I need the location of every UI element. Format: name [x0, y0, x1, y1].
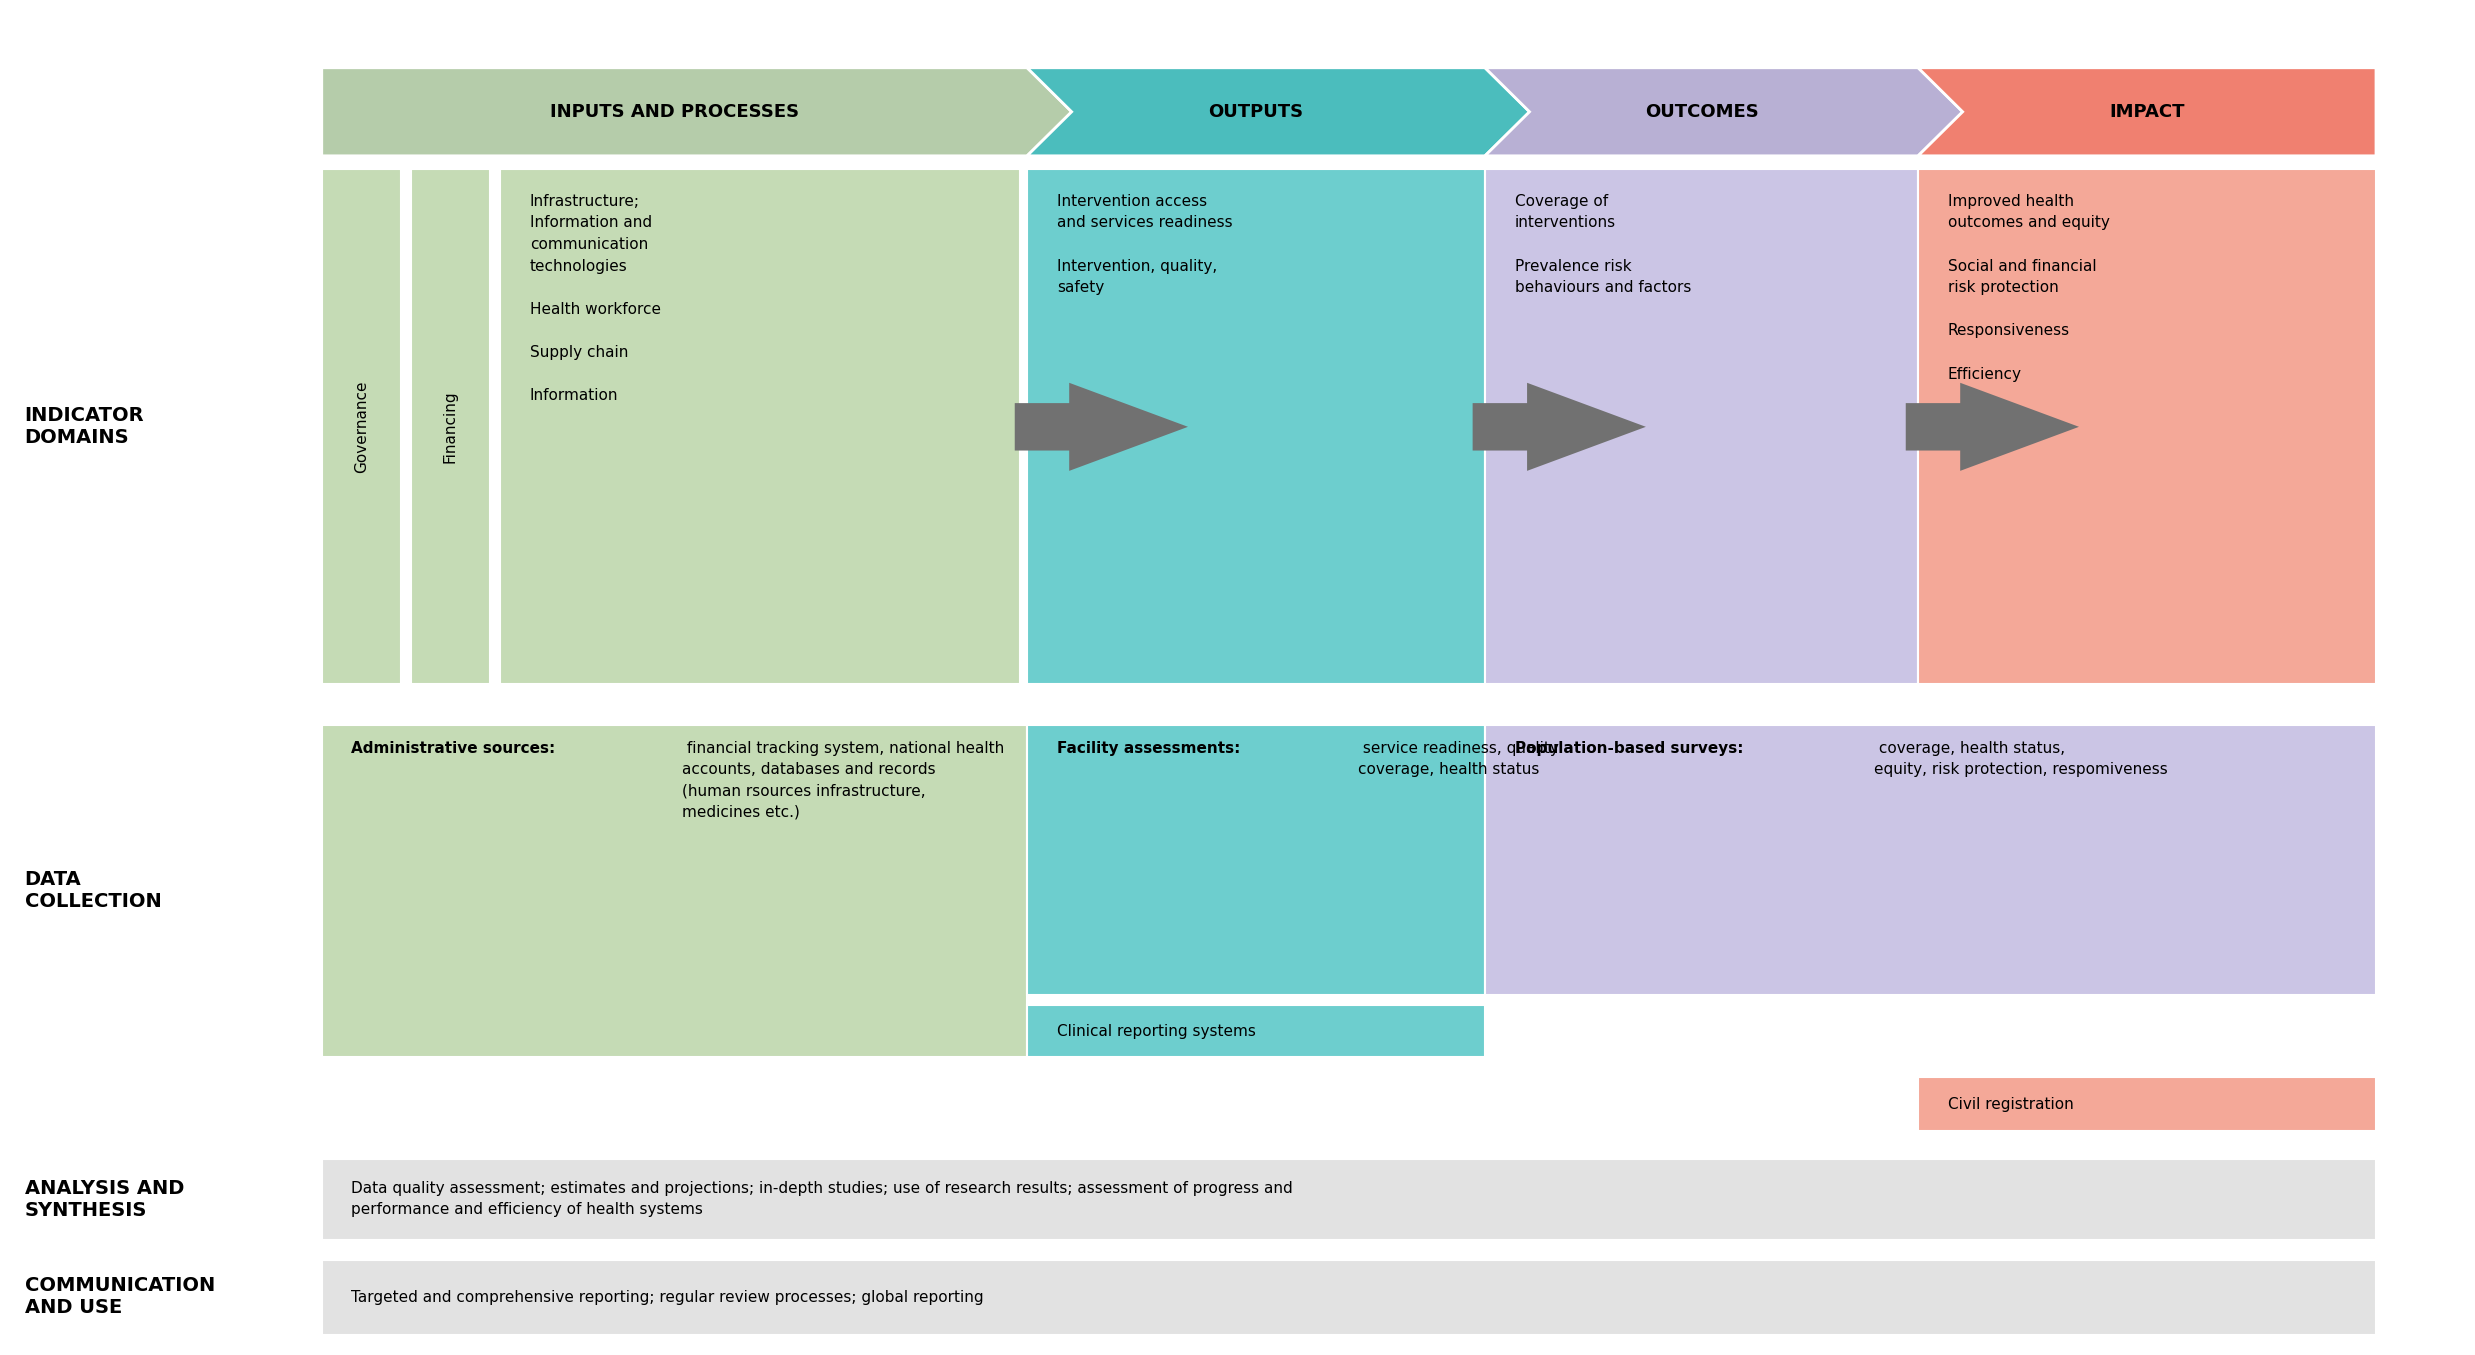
FancyBboxPatch shape [322, 1159, 2376, 1240]
FancyBboxPatch shape [1027, 169, 1485, 684]
FancyBboxPatch shape [1485, 169, 1918, 684]
FancyBboxPatch shape [322, 1260, 2376, 1335]
Text: COMMUNICATION
AND USE: COMMUNICATION AND USE [25, 1276, 215, 1317]
Text: IMPACT: IMPACT [2109, 103, 2185, 121]
Text: INDICATOR
DOMAINS: INDICATOR DOMAINS [25, 406, 144, 447]
Polygon shape [322, 68, 1072, 156]
Text: Facility assessments:: Facility assessments: [1057, 741, 1240, 756]
FancyBboxPatch shape [1485, 725, 2376, 995]
Text: Data quality assessment; estimates and projections; in-depth studies; use of res: Data quality assessment; estimates and p… [351, 1182, 1294, 1217]
Polygon shape [1485, 68, 1963, 156]
FancyBboxPatch shape [1027, 725, 1485, 995]
Text: Coverage of
interventions

Prevalence risk
behaviours and factors: Coverage of interventions Prevalence ris… [1515, 194, 1690, 295]
Text: Infrastructure;
Information and
communication
technologies

Health workforce

Su: Infrastructure; Information and communic… [530, 194, 661, 404]
Text: Targeted and comprehensive reporting; regular review processes; global reporting: Targeted and comprehensive reporting; re… [351, 1290, 985, 1305]
FancyBboxPatch shape [322, 169, 401, 684]
FancyBboxPatch shape [322, 725, 1027, 1057]
Text: Civil registration: Civil registration [1948, 1096, 2074, 1112]
Text: Financing: Financing [443, 390, 458, 463]
Text: Administrative sources:: Administrative sources: [351, 741, 557, 756]
Text: INPUTS AND PROCESSES: INPUTS AND PROCESSES [549, 103, 799, 121]
Text: OUTPUTS: OUTPUTS [1208, 103, 1304, 121]
Text: service readiness, quality
coverage, health status: service readiness, quality coverage, hea… [1359, 741, 1559, 778]
Polygon shape [1918, 68, 2376, 156]
Polygon shape [1473, 382, 1646, 470]
Polygon shape [1027, 68, 1530, 156]
FancyBboxPatch shape [1027, 1005, 1485, 1057]
Text: DATA
COLLECTION: DATA COLLECTION [25, 870, 161, 911]
Polygon shape [1015, 382, 1188, 470]
Text: OUTCOMES: OUTCOMES [1646, 103, 1757, 121]
Text: Clinical reporting systems: Clinical reporting systems [1057, 1023, 1255, 1039]
Text: coverage, health status,
equity, risk protection, respomiveness: coverage, health status, equity, risk pr… [1874, 741, 2168, 778]
Text: ANALYSIS AND
SYNTHESIS: ANALYSIS AND SYNTHESIS [25, 1179, 183, 1220]
FancyBboxPatch shape [1918, 169, 2376, 684]
FancyBboxPatch shape [1918, 1077, 2376, 1131]
Text: Governance: Governance [354, 381, 369, 473]
FancyBboxPatch shape [411, 169, 490, 684]
Text: Improved health
outcomes and equity

Social and financial
risk protection

Respo: Improved health outcomes and equity Soci… [1948, 194, 2109, 382]
Text: financial tracking system, national health
accounts, databases and records
(huma: financial tracking system, national heal… [681, 741, 1005, 820]
Polygon shape [1906, 382, 2079, 470]
Text: Population-based surveys:: Population-based surveys: [1515, 741, 1742, 756]
Text: Intervention access
and services readiness

Intervention, quality,
safety: Intervention access and services readine… [1057, 194, 1233, 295]
FancyBboxPatch shape [500, 169, 1020, 684]
